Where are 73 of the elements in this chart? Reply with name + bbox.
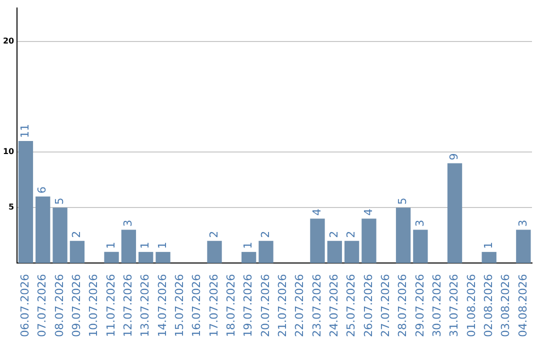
data-label: 1 xyxy=(156,242,169,249)
data-label: 1 xyxy=(482,242,495,249)
data-label: 5 xyxy=(396,198,410,205)
bar xyxy=(362,218,376,264)
x-tick-label: 18.07.2026 xyxy=(224,274,238,338)
x-tick-label: 28.07.2026 xyxy=(396,274,410,338)
data-label: 2 xyxy=(70,230,84,238)
x-tick-label: 12.07.2026 xyxy=(122,274,135,338)
bar xyxy=(121,230,136,264)
x-tick-label: 14.07.2026 xyxy=(156,274,169,338)
x-tick-label: 19.07.2026 xyxy=(242,274,255,338)
data-label: 3 xyxy=(413,220,426,227)
bar xyxy=(482,252,496,264)
bar xyxy=(241,252,256,264)
bar xyxy=(396,208,411,264)
x-tick-label: 15.07.2026 xyxy=(173,274,186,338)
data-label: 1 xyxy=(138,242,152,249)
bar xyxy=(413,230,428,264)
x-tick-label: 26.07.2026 xyxy=(362,274,375,338)
x-tick-label: 08.07.2026 xyxy=(52,274,66,338)
x-tick-label: 01.08.2026 xyxy=(464,274,478,338)
data-label: 6 xyxy=(36,186,49,194)
x-tick-label: 29.07.2026 xyxy=(413,274,426,338)
x-tick-label: 23.07.2026 xyxy=(310,274,324,338)
x-tick-label: 16.07.2026 xyxy=(190,274,204,338)
x-tick-label: 06.07.2026 xyxy=(18,274,32,338)
x-tick-label: 31.07.2026 xyxy=(448,274,461,338)
x-tick-label: 07.07.2026 xyxy=(36,274,49,338)
data-label: 1 xyxy=(242,242,255,249)
x-tick-label: 30.07.2026 xyxy=(430,274,444,338)
bar xyxy=(70,240,85,264)
x-tick-label: 17.07.2026 xyxy=(207,274,220,338)
bar xyxy=(516,230,531,264)
data-label: 2 xyxy=(207,230,220,238)
data-label: 3 xyxy=(516,220,530,227)
x-tick-label: 02.08.2026 xyxy=(482,274,495,338)
y-tick-label: 5 xyxy=(8,202,15,212)
data-label: 1 xyxy=(104,242,118,249)
bar xyxy=(36,196,50,264)
bar xyxy=(447,163,462,264)
data-label: 2 xyxy=(258,230,272,238)
x-tick-label: 11.07.2026 xyxy=(104,274,118,338)
bar xyxy=(104,252,119,264)
data-label: 4 xyxy=(362,208,375,216)
x-tick-label: 24.07.2026 xyxy=(327,274,340,338)
x-tick-label: 22.07.2026 xyxy=(293,274,306,338)
bar xyxy=(52,208,68,264)
x-tick-label: 10.07.2026 xyxy=(87,274,100,338)
data-label: 2 xyxy=(344,230,358,238)
data-label: 11 xyxy=(18,124,32,138)
x-tick-label: 25.07.2026 xyxy=(344,274,358,338)
y-tick-label: 20 xyxy=(2,36,15,46)
data-label: 5 xyxy=(52,198,66,205)
y-tick-label: 10 xyxy=(2,147,15,156)
data-label: 9 xyxy=(448,153,461,160)
x-tick-label: 21.07.2026 xyxy=(276,274,290,338)
data-label: 4 xyxy=(310,208,324,216)
bar xyxy=(156,252,170,264)
x-tick-label: 20.07.2026 xyxy=(258,274,272,338)
bar xyxy=(258,240,274,264)
data-label: 3 xyxy=(122,220,135,227)
bar xyxy=(327,240,342,264)
bar xyxy=(18,141,34,264)
bar xyxy=(207,240,222,264)
data-label: 2 xyxy=(327,230,340,238)
bar xyxy=(138,252,154,264)
x-tick-label: 03.08.2026 xyxy=(499,274,512,338)
x-tick-label: 27.07.2026 xyxy=(378,274,392,338)
x-tick-label: 09.07.2026 xyxy=(70,274,84,338)
x-tick-label: 04.08.2026 xyxy=(516,274,530,338)
bar xyxy=(344,240,360,264)
x-tick-label: 13.07.2026 xyxy=(138,274,152,338)
bar xyxy=(310,218,325,264)
